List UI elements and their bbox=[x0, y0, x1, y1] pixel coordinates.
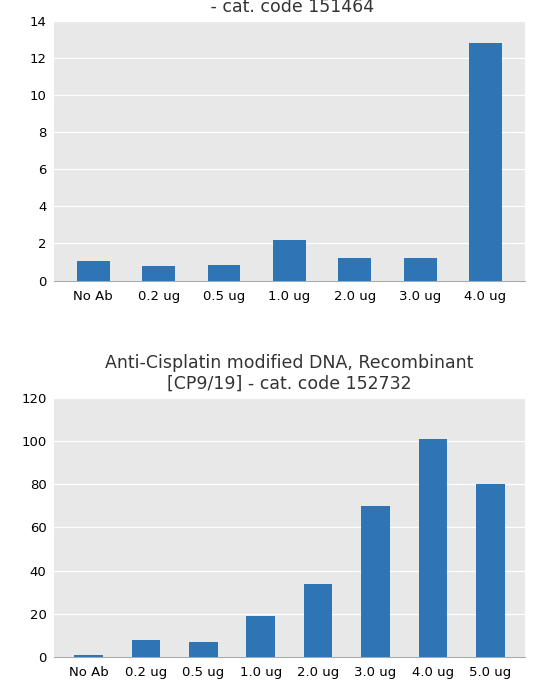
Bar bbox=[469, 43, 502, 281]
Bar bbox=[77, 261, 110, 281]
Title: Anti-Cisplatin modified DNA, Recombinant
[CP9/19] - cat. code 152732: Anti-Cisplatin modified DNA, Recombinant… bbox=[105, 354, 473, 393]
Bar bbox=[246, 617, 275, 657]
Title: Anti-Cisplatin modified DNA[CP9/19]
 - cat. code 151464: Anti-Cisplatin modified DNA[CP9/19] - ca… bbox=[130, 0, 448, 17]
Bar bbox=[404, 258, 437, 281]
Bar bbox=[361, 506, 390, 657]
Bar bbox=[74, 655, 103, 657]
Bar bbox=[131, 640, 160, 657]
Bar bbox=[304, 584, 333, 657]
Bar bbox=[273, 240, 306, 281]
Bar bbox=[189, 642, 217, 657]
Bar bbox=[419, 439, 447, 657]
Bar bbox=[339, 258, 371, 281]
Bar bbox=[208, 265, 240, 281]
Bar bbox=[142, 266, 175, 281]
Bar bbox=[476, 484, 505, 657]
